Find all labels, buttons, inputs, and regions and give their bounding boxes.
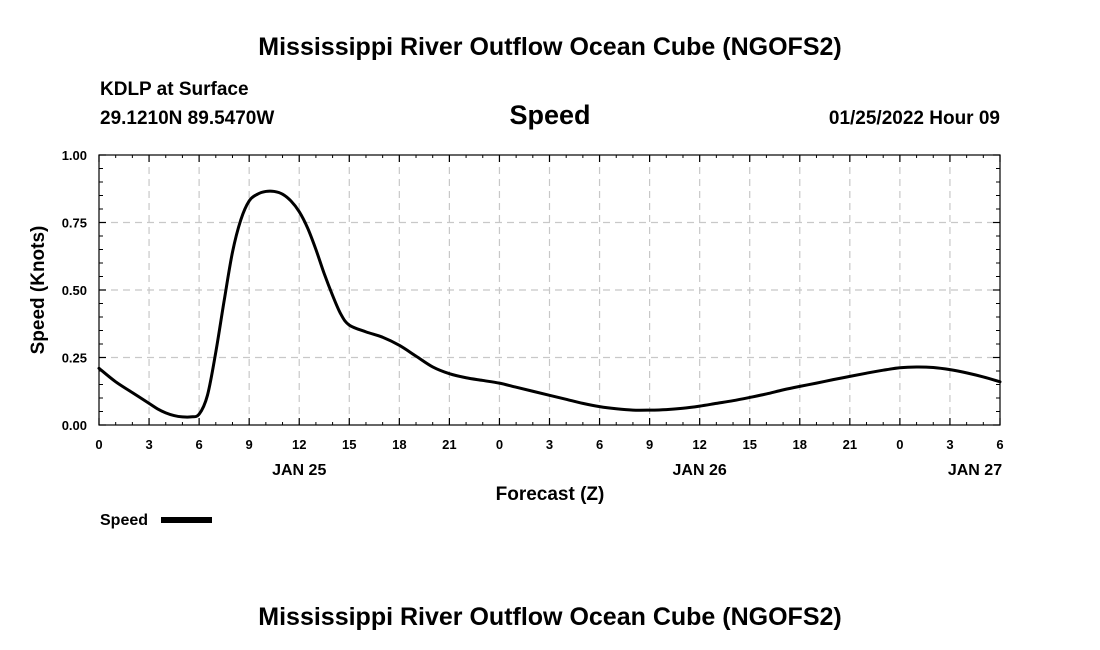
x-tick-label: 0 bbox=[496, 437, 503, 452]
legend-label: Speed bbox=[100, 512, 148, 529]
x-tick-label: 6 bbox=[195, 437, 202, 452]
x-tick-label: 12 bbox=[692, 437, 706, 452]
tick-labels: 0 3 6 9 12 15 18 21 0 3 6 9 12 15 18 21 0 3 6 0.00 0.25 0.50 0… bbox=[62, 148, 1004, 479]
x-tick-label: 6 bbox=[596, 437, 603, 452]
station-label: KDLP at Surface bbox=[100, 79, 249, 100]
chart-title: Mississippi River Outflow Ocean Cube (NG… bbox=[258, 33, 841, 61]
x-tick-label: 12 bbox=[292, 437, 306, 452]
x-tick-label: 0 bbox=[896, 437, 903, 452]
y-tick-label: 0.50 bbox=[62, 283, 87, 298]
datetime-label: 01/25/2022 Hour 09 bbox=[829, 108, 1000, 129]
y-tick-label: 1.00 bbox=[62, 148, 87, 163]
grid bbox=[99, 155, 1000, 425]
legend-swatch bbox=[161, 517, 212, 523]
x-axis-label: Forecast (Z) bbox=[496, 484, 605, 505]
x-tick-label: 9 bbox=[646, 437, 653, 452]
y-tick-label: 0.00 bbox=[62, 418, 87, 433]
x-tick-label: 18 bbox=[392, 437, 406, 452]
x-tick-label: 3 bbox=[546, 437, 553, 452]
x-tick-label: 15 bbox=[742, 437, 756, 452]
day-label: JAN 26 bbox=[673, 462, 727, 479]
legend: Speed bbox=[100, 512, 212, 529]
axis-ticks bbox=[98, 154, 1001, 426]
x-tick-label: 6 bbox=[996, 437, 1003, 452]
x-tick-label: 15 bbox=[342, 437, 356, 452]
x-tick-label: 3 bbox=[946, 437, 953, 452]
footer-title: Mississippi River Outflow Ocean Cube (NG… bbox=[258, 603, 841, 631]
location-label: 29.1210N 89.5470W bbox=[100, 108, 274, 129]
y-tick-label: 0.75 bbox=[62, 216, 87, 231]
x-tick-label: 18 bbox=[793, 437, 807, 452]
x-tick-label: 21 bbox=[442, 437, 456, 452]
day-label: JAN 25 bbox=[272, 462, 326, 479]
x-tick-label: 0 bbox=[95, 437, 102, 452]
x-tick-label: 3 bbox=[145, 437, 152, 452]
y-axis-label: Speed (Knots) bbox=[28, 226, 49, 355]
x-tick-label: 21 bbox=[843, 437, 857, 452]
speed-series-line bbox=[97, 189, 1002, 419]
x-tick-label: 9 bbox=[246, 437, 253, 452]
chart-subtitle: Speed bbox=[509, 100, 590, 130]
y-tick-label: 0.25 bbox=[62, 351, 87, 366]
day-label: JAN 27 bbox=[948, 462, 1002, 479]
